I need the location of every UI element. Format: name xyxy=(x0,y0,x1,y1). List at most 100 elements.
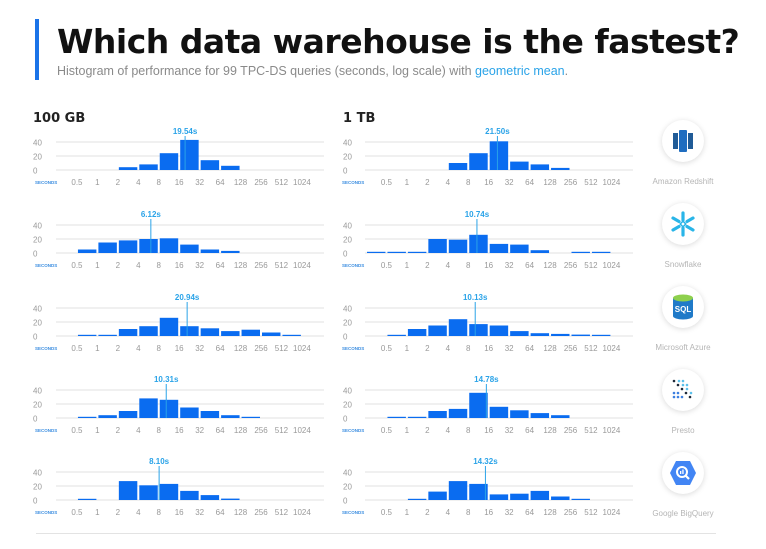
x-tick-label: 1024 xyxy=(603,426,621,435)
y-tick-label: 20 xyxy=(343,401,352,410)
y-tick-label: 40 xyxy=(33,305,42,314)
x-tick-label: 0.5 xyxy=(381,261,393,270)
histogram-bar xyxy=(200,328,220,336)
x-tick-label: 4 xyxy=(136,178,141,187)
histogram-bar xyxy=(428,239,447,253)
histogram-bar xyxy=(200,495,220,500)
y-tick-label: 40 xyxy=(343,387,352,396)
x-axis-label: SECONDS xyxy=(35,346,57,351)
histogram-bar xyxy=(448,239,468,253)
y-tick-label: 0 xyxy=(33,250,38,259)
x-tick-label: 8 xyxy=(157,426,162,435)
histogram-bar xyxy=(159,153,179,170)
histogram-bar xyxy=(118,481,138,500)
histogram-bar xyxy=(139,239,158,253)
geometric-mean-label: 10.74s xyxy=(465,210,490,219)
geometric-mean-label: 14.32s xyxy=(473,457,498,466)
x-tick-label: 128 xyxy=(543,178,557,187)
x-tick-label: 4 xyxy=(446,344,451,353)
x-tick-label: 0.5 xyxy=(71,426,83,435)
histogram-bar xyxy=(510,244,529,253)
subtitle-period: . xyxy=(564,64,569,78)
x-tick-label: 32 xyxy=(505,261,514,270)
x-tick-label: 8 xyxy=(466,426,471,435)
y-tick-label: 0 xyxy=(33,415,38,424)
histogram-bar xyxy=(139,398,158,418)
x-tick-label: 16 xyxy=(484,178,493,187)
x-tick-label: 4 xyxy=(136,426,141,435)
x-tick-label: 128 xyxy=(543,261,557,270)
x-tick-label: 128 xyxy=(543,426,557,435)
histogram-bar xyxy=(159,483,179,500)
histogram-bar xyxy=(510,493,529,500)
geometric-mean-label: 10.13s xyxy=(463,293,488,302)
x-axis-label: SECONDS xyxy=(342,180,364,185)
histogram-bar xyxy=(118,329,138,336)
y-tick-label: 40 xyxy=(343,305,352,314)
svg-text:SQL: SQL xyxy=(675,305,692,314)
x-tick-label: 16 xyxy=(175,508,184,517)
histogram-bar xyxy=(530,413,550,418)
subtitle-geometric-mean: geometric mean xyxy=(475,64,565,78)
histogram-bar xyxy=(221,165,240,170)
x-tick-label: 2 xyxy=(425,508,430,517)
azure-sql-logo-icon: SQL xyxy=(662,286,704,328)
y-tick-label: 40 xyxy=(33,469,42,478)
x-tick-label: 0.5 xyxy=(381,178,393,187)
x-tick-label: 16 xyxy=(484,344,493,353)
geometric-mean-label: 10.31s xyxy=(154,375,179,384)
x-tick-label: 32 xyxy=(195,261,204,270)
x-tick-label: 1 xyxy=(405,178,410,187)
x-tick-label: 64 xyxy=(216,178,225,187)
x-tick-label: 256 xyxy=(254,508,268,517)
x-tick-label: 4 xyxy=(446,261,451,270)
x-axis-label: SECONDS xyxy=(342,510,364,515)
histogram-bar xyxy=(118,167,138,170)
x-tick-label: 1024 xyxy=(603,261,621,270)
histogram-bar xyxy=(387,416,406,418)
histogram-bar xyxy=(407,498,427,500)
x-tick-label: 512 xyxy=(275,344,289,353)
histogram-bar xyxy=(469,392,488,418)
histogram-bar xyxy=(200,249,220,253)
histogram-bar xyxy=(159,399,179,418)
histogram-bar xyxy=(241,329,260,336)
x-tick-label: 512 xyxy=(275,178,289,187)
histogram-bar xyxy=(407,251,427,253)
x-tick-label: 2 xyxy=(425,426,430,435)
x-tick-label: 32 xyxy=(505,508,514,517)
x-tick-label: 64 xyxy=(525,508,534,517)
histogram-bar xyxy=(387,251,406,253)
histogram-bar xyxy=(489,494,509,500)
x-tick-label: 1 xyxy=(405,261,410,270)
histogram-bar xyxy=(551,167,570,170)
column-title-100gb: 100 GB xyxy=(33,111,86,126)
histogram-bar xyxy=(510,410,529,418)
x-axis-label: SECONDS xyxy=(342,428,364,433)
histogram-bar xyxy=(77,334,97,336)
y-tick-label: 20 xyxy=(33,319,42,328)
x-tick-label: 2 xyxy=(116,344,121,353)
x-tick-label: 8 xyxy=(466,178,471,187)
y-tick-label: 40 xyxy=(343,222,352,231)
x-tick-label: 8 xyxy=(466,344,471,353)
histogram-bar xyxy=(571,334,590,336)
histogram-bar xyxy=(469,483,488,500)
histogram-bar xyxy=(551,496,570,500)
y-tick-label: 20 xyxy=(33,401,42,410)
x-tick-label: 8 xyxy=(157,344,162,353)
histogram-bar xyxy=(530,490,550,500)
histogram-bar xyxy=(180,326,199,336)
y-tick-label: 0 xyxy=(33,497,38,506)
warehouse-label: Snowflake xyxy=(664,260,702,269)
histogram-bar xyxy=(241,416,260,418)
x-tick-label: 128 xyxy=(234,426,248,435)
x-tick-label: 512 xyxy=(275,261,289,270)
x-tick-label: 2 xyxy=(116,178,121,187)
x-tick-label: 512 xyxy=(275,508,289,517)
x-tick-label: 16 xyxy=(484,508,493,517)
histogram-bar xyxy=(469,234,488,253)
x-tick-label: 128 xyxy=(543,344,557,353)
x-tick-label: 1024 xyxy=(603,508,621,517)
